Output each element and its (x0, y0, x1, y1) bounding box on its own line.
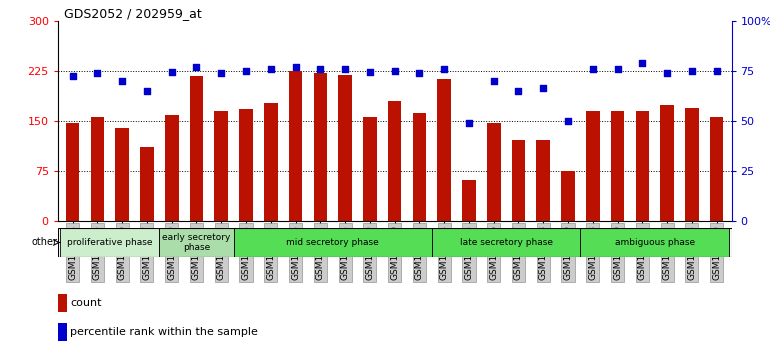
Bar (413, 113, 427, 221)
Bar (91, 116, 104, 221)
Text: count: count (70, 298, 102, 308)
Point (388, 68, 400, 74)
Point (661, 70, 673, 76)
Bar (313, 73, 327, 221)
Point (239, 68, 252, 73)
Bar (611, 111, 624, 221)
Point (512, 88, 524, 94)
Bar (685, 108, 698, 221)
Bar (661, 104, 674, 221)
Point (363, 69, 376, 75)
Bar (58, 294, 66, 312)
Text: ambiguous phase: ambiguous phase (614, 238, 695, 247)
Bar (432, 228, 581, 257)
Point (314, 67, 326, 72)
Point (587, 67, 599, 72)
Text: mid secretory phase: mid secretory phase (286, 238, 379, 247)
Bar (586, 111, 600, 221)
Point (463, 120, 475, 125)
Bar (116, 128, 129, 221)
Point (265, 67, 277, 72)
Text: percentile rank within the sample: percentile rank within the sample (70, 327, 258, 337)
Point (339, 67, 351, 72)
Bar (233, 228, 432, 257)
Bar (239, 109, 253, 221)
Bar (140, 147, 154, 221)
Bar (581, 228, 729, 257)
Bar (437, 79, 451, 221)
Text: GDS2052 / 202959_at: GDS2052 / 202959_at (65, 7, 203, 20)
Point (413, 70, 426, 76)
Point (116, 79, 129, 84)
Bar (65, 122, 79, 221)
Bar (710, 116, 724, 221)
Text: early secretory
phase: early secretory phase (162, 233, 231, 252)
Point (686, 68, 698, 74)
Point (190, 64, 203, 69)
Bar (635, 111, 649, 221)
Point (91, 70, 103, 76)
Bar (159, 228, 233, 257)
Bar (165, 115, 179, 221)
Point (66, 73, 79, 79)
Bar (511, 140, 525, 221)
Point (487, 79, 500, 84)
Bar (58, 323, 66, 341)
Point (537, 85, 550, 91)
Bar (289, 70, 303, 221)
Point (215, 70, 227, 76)
Text: late secretory phase: late secretory phase (460, 238, 553, 247)
Bar (363, 116, 377, 221)
Bar (338, 75, 352, 221)
Bar (214, 111, 228, 221)
Text: other: other (32, 238, 57, 247)
Bar (487, 122, 500, 221)
Point (438, 67, 450, 72)
Point (562, 118, 574, 124)
Bar (189, 76, 203, 221)
Point (166, 69, 178, 75)
Bar (537, 140, 550, 221)
Point (141, 88, 153, 94)
Point (611, 67, 624, 72)
Bar (462, 180, 476, 221)
Text: proliferative phase: proliferative phase (67, 238, 152, 247)
Bar (388, 101, 401, 221)
Point (636, 60, 648, 65)
Bar (264, 103, 278, 221)
Bar (60, 228, 159, 257)
Bar (561, 171, 575, 221)
Point (711, 68, 723, 74)
Point (290, 64, 302, 69)
